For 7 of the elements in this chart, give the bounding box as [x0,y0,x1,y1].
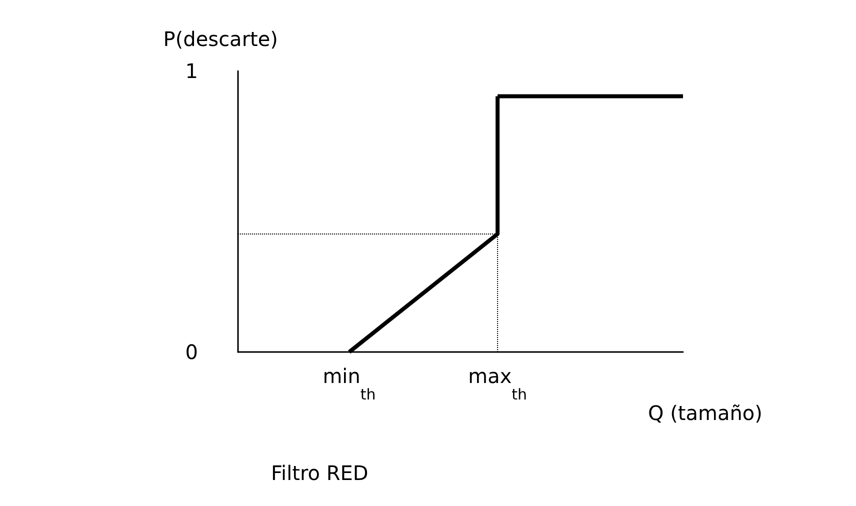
y-tick-label: 0 [185,340,198,364]
x-tick-label: minth [322,364,376,404]
x-axis-title: Q (tamaño) [648,401,762,425]
text: Filtro RED [271,461,368,485]
y-tick-label: 1 [185,59,198,83]
x-tick-label: maxth [468,364,528,404]
y-axis-title: P(descarte) [163,27,278,51]
